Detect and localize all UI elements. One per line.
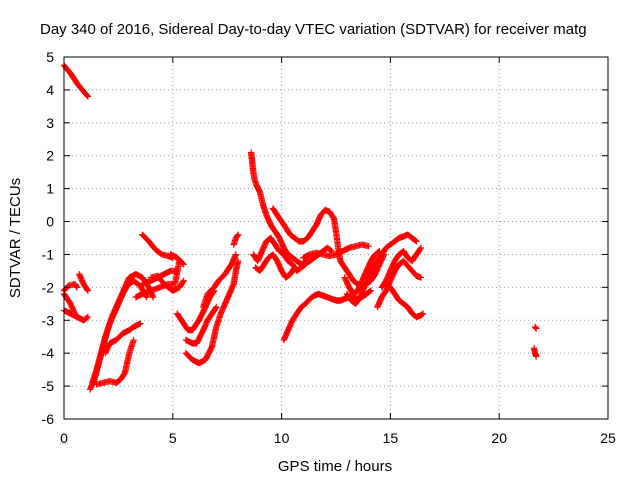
- data-point-trace: [147, 272, 187, 294]
- data-point-trace: [341, 248, 383, 298]
- data-point-trace: [102, 320, 144, 357]
- x-tick-label: 15: [383, 430, 399, 446]
- data-point-trace: [378, 244, 425, 291]
- y-tick-label: 2: [46, 148, 54, 164]
- plot-border: [63, 56, 609, 420]
- x-tick-label: 20: [491, 430, 507, 446]
- y-tick-label: -4: [42, 345, 55, 361]
- data-point-trace: [200, 251, 240, 311]
- data-point-trace: [182, 303, 220, 347]
- data-points: [60, 62, 540, 393]
- y-axis-ticks: -6 -5 -4 -3 -2 -1 0 1 2 3 4 5: [42, 49, 608, 427]
- data-point-trace: [132, 257, 183, 301]
- data-point-trace: [343, 231, 420, 307]
- y-tick-label: 3: [46, 115, 54, 131]
- y-tick-label: -5: [42, 378, 55, 394]
- y-tick-label: 5: [46, 49, 54, 65]
- x-tick-label: 25: [600, 430, 616, 446]
- x-tick-label: 0: [60, 430, 68, 446]
- data-point-trace: [530, 345, 540, 360]
- data-point-trace: [139, 231, 176, 261]
- data-point-trace: [76, 271, 92, 294]
- x-axis-label: GPS time / hours: [278, 458, 392, 475]
- data-point-trace: [230, 231, 242, 248]
- data-point-trace: [182, 257, 242, 367]
- x-tick-label: 10: [274, 430, 290, 446]
- data-point-trace: [250, 234, 309, 275]
- y-axis-label: SDTVAR / TECUs: [7, 178, 24, 298]
- data-point-trace: [269, 205, 344, 265]
- y-tick-label: -6: [42, 411, 55, 427]
- data-point-trace: [531, 323, 540, 332]
- y-tick-label: -3: [42, 312, 55, 328]
- data-point-trace: [89, 277, 150, 386]
- data-point-trace: [382, 280, 427, 321]
- data-point-trace: [167, 251, 187, 268]
- y-tick-label: -1: [42, 246, 55, 262]
- y-tick-label: -2: [42, 279, 55, 295]
- y-tick-label: 1: [46, 181, 54, 197]
- x-tick-label: 5: [169, 430, 177, 446]
- chart-title: Day 340 of 2016, Sidereal Day-to-day VTE…: [40, 21, 587, 38]
- data-point-trace: [300, 241, 372, 261]
- y-tick-label: 0: [46, 214, 54, 230]
- x-axis-ticks: 0 5 10 15 20 25: [60, 57, 616, 446]
- data-point-trace: [252, 251, 298, 281]
- data-point-trace: [93, 336, 137, 388]
- y-tick-label: 4: [46, 82, 54, 98]
